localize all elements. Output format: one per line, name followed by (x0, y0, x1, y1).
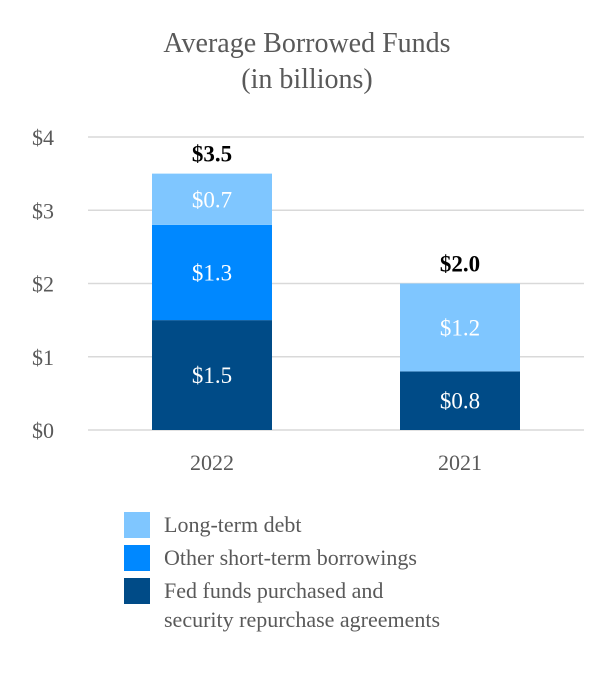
legend-swatch (124, 512, 150, 538)
chart-title-line-2: (in billions) (241, 64, 372, 95)
legend-label-line: security repurchase agreements (164, 607, 441, 632)
legend-label: Fed funds purchased and security repurcha… (164, 576, 504, 634)
bar-segment-label: $0.8 (440, 389, 480, 414)
y-tick-label: $3 (32, 198, 54, 223)
legend-label-line: Long-term debt (164, 512, 302, 537)
x-category-label: 2022 (190, 450, 234, 475)
bars: $1.5 $1.3 $0.7 $3.5 $0.8 $1.2 $2.0 (152, 142, 520, 430)
y-axis-ticks: $0 $1 $2 $3 $4 (32, 125, 54, 443)
legend-label: Long-term debt (164, 510, 504, 539)
bar-total-label: $2.0 (440, 252, 480, 277)
legend: Long-term debt Other short-term borrowing… (124, 510, 504, 638)
chart: Average Borrowed Funds (in billions) $0$… (32, 28, 584, 475)
bar-segment (152, 173, 272, 225)
bar-segment-label: $1.5 (192, 363, 232, 388)
bar-segment (400, 283, 520, 372)
legend-item: Long-term debt (124, 510, 504, 539)
legend-label-line: Other short-term borrowings (164, 545, 417, 570)
bar-segment (152, 320, 272, 430)
legend-item: Other short-term borrowings (124, 543, 504, 572)
y-tick-label: $0 (32, 418, 54, 443)
bar-segment-label: $0.7 (192, 187, 232, 212)
y-tick-label: $2 (32, 272, 54, 297)
y-tick-label: $1 (32, 345, 54, 370)
bar-total-label: $3.5 (192, 142, 232, 167)
legend-swatch (124, 578, 150, 604)
legend-item: Fed funds purchased and security repurcha… (124, 576, 504, 634)
legend-label: Other short-term borrowings (164, 543, 504, 572)
bar-segment (152, 224, 272, 321)
y-tick-label: $4 (32, 125, 54, 150)
bar-segment-label: $1.2 (440, 315, 480, 340)
chart-title-line-1: Average Borrowed Funds (163, 28, 450, 59)
x-axis-categories: 2022 2021 (190, 450, 482, 475)
bar-segment-label: $1.3 (192, 261, 232, 286)
legend-label-line: Fed funds purchased and (164, 578, 384, 603)
bar-segment (400, 371, 520, 430)
x-category-label: 2021 (438, 450, 482, 475)
legend-swatch (124, 545, 150, 571)
